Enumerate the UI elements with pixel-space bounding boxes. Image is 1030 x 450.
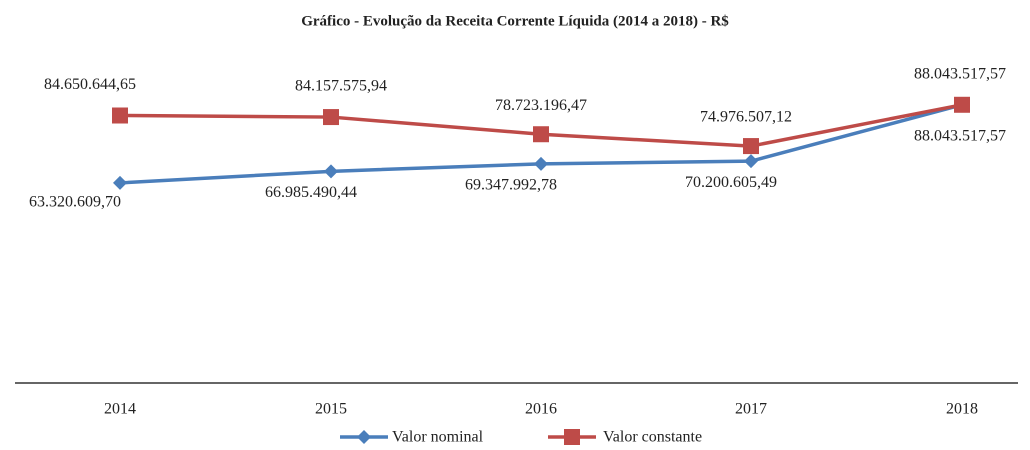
chart-title: Gráfico - Evolução da Receita Corrente L… (301, 13, 729, 29)
point-marker (744, 154, 758, 169)
data-label: 63.320.609,70 (29, 194, 121, 211)
data-label: 66.985.490,44 (265, 184, 357, 201)
data-label: 84.157.575,94 (295, 78, 387, 95)
data-label: 78.723.196,47 (495, 97, 587, 114)
point-marker (533, 126, 549, 143)
point-marker (112, 107, 128, 124)
data-label: 88.043.517,57 (914, 65, 1006, 82)
data-label: 84.650.644,65 (44, 76, 136, 93)
x-tick-label: 2015 (315, 401, 347, 418)
legend-marker (564, 429, 580, 445)
x-tick-label: 2017 (735, 401, 767, 418)
point-marker (534, 156, 548, 171)
legend-label: Valor nominal (392, 429, 484, 446)
legend-marker (357, 430, 371, 444)
point-marker (323, 109, 339, 126)
x-tick-label: 2016 (525, 401, 557, 418)
point-marker (324, 164, 338, 179)
x-tick-label: 2018 (946, 401, 978, 418)
point-marker (113, 175, 127, 190)
data-label: 74.976.507,12 (700, 109, 792, 126)
point-marker (954, 96, 970, 113)
x-tick-label: 2014 (104, 401, 136, 418)
legend-label: Valor constante (603, 429, 702, 446)
data-label: 88.043.517,57 (914, 127, 1006, 144)
data-label: 69.347.992,78 (465, 177, 557, 194)
point-marker (743, 138, 759, 155)
data-label: 70.200.605,49 (685, 174, 777, 191)
